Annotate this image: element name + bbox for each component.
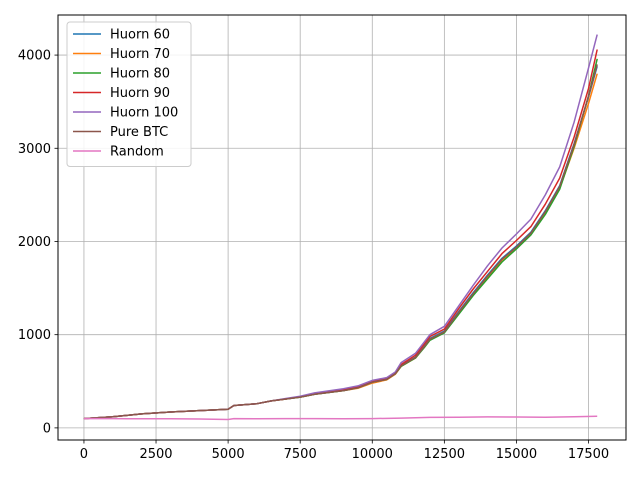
x-tick-label: 0 <box>80 447 88 462</box>
legend-box <box>66 21 192 167</box>
y-tick-label: 0 <box>43 421 51 436</box>
legend: Huorn 60 Huorn 70 Huorn 80 Huorn 90 Huorn 10… <box>66 21 192 167</box>
x-tick-label: 17500 <box>568 447 609 462</box>
legend-label: Huorn 60 <box>110 28 170 43</box>
legend-label: Huorn 80 <box>110 67 170 82</box>
legend-label: Huorn 90 <box>110 86 170 101</box>
legend-label: Pure BTC <box>110 125 168 140</box>
series-line-pure-btc <box>83 64 598 420</box>
y-axis: 0 1000 2000 3000 4000 <box>18 49 58 436</box>
x-tick-label: 10000 <box>352 447 393 462</box>
y-tick-label: 2000 <box>18 235 51 250</box>
x-tick-label: 2500 <box>139 447 172 462</box>
y-tick-label: 3000 <box>18 142 51 157</box>
y-tick-label: 1000 <box>18 328 51 343</box>
x-tick-label: 7500 <box>284 447 317 462</box>
x-tick-label: 5000 <box>212 447 245 462</box>
x-tick-label: 12500 <box>424 447 465 462</box>
y-tick-label: 4000 <box>18 49 51 64</box>
series-lines <box>83 34 598 421</box>
plot-area-frame <box>57 14 627 441</box>
x-tick-label: 15000 <box>496 447 537 462</box>
series-line-random <box>83 415 598 421</box>
x-axis: 0 2500 5000 7500 10000 12500 15000 17500 <box>80 440 609 462</box>
legend-label: Random <box>110 145 164 160</box>
legend-label: Huorn 100 <box>110 106 178 121</box>
legend-label: Huorn 70 <box>110 47 170 62</box>
